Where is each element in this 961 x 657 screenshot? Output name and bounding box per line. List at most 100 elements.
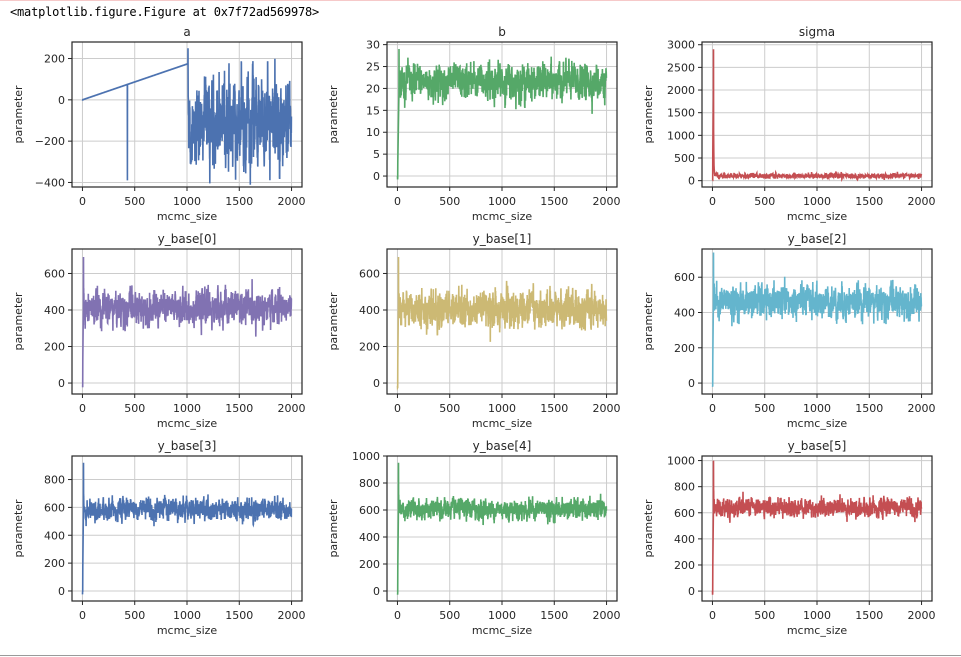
x-tick-label: 500 bbox=[124, 402, 145, 415]
subplot-title: y_base[0] bbox=[158, 232, 217, 246]
y-tick-label: 800 bbox=[359, 477, 380, 490]
y-tick-label: 200 bbox=[674, 342, 695, 355]
axes-frame bbox=[701, 248, 933, 395]
y-tick-label: 20 bbox=[366, 82, 380, 95]
y-tick-label: 10 bbox=[366, 126, 380, 139]
x-tick-label: 2000 bbox=[593, 195, 621, 208]
axes-frame bbox=[386, 248, 618, 395]
y-tick-label: 25 bbox=[366, 61, 380, 74]
axes-frame bbox=[701, 455, 933, 602]
y-tick-label: 1000 bbox=[667, 129, 695, 142]
y-tick-label: 2000 bbox=[667, 84, 695, 97]
x-tick-label: 500 bbox=[124, 609, 145, 622]
y-tick-label: 1000 bbox=[352, 450, 380, 463]
y-tick-label: 1000 bbox=[667, 455, 695, 468]
x-tick-label: 500 bbox=[754, 195, 775, 208]
cell-bottom-border bbox=[0, 655, 961, 656]
y-tick-label: 600 bbox=[359, 504, 380, 517]
y-tick-label: 2500 bbox=[667, 61, 695, 74]
x-tick-label: 1500 bbox=[540, 609, 568, 622]
axes-frame bbox=[71, 455, 303, 602]
y-tick-label: 200 bbox=[44, 341, 65, 354]
x-axis-label: mcmc_size bbox=[157, 210, 218, 223]
y-tick-label: −400 bbox=[35, 176, 65, 189]
axes-frame bbox=[386, 455, 618, 602]
x-tick-label: 500 bbox=[754, 402, 775, 415]
subplot-title: sigma bbox=[799, 25, 835, 39]
y-tick-label: 0 bbox=[688, 585, 695, 598]
x-tick-label: 1500 bbox=[225, 402, 253, 415]
x-tick-label: 0 bbox=[394, 402, 401, 415]
x-tick-label: 0 bbox=[709, 402, 716, 415]
y-axis-label: parameter bbox=[327, 292, 340, 351]
y-axis-label: parameter bbox=[12, 499, 25, 558]
x-tick-label: 1000 bbox=[488, 402, 516, 415]
y-tick-label: 600 bbox=[44, 501, 65, 514]
x-axis-label: mcmc_size bbox=[787, 417, 848, 430]
x-tick-label: 1000 bbox=[803, 195, 831, 208]
x-tick-label: 1500 bbox=[855, 195, 883, 208]
subplot-y_base4: 0 500 1000 1500 2000 0 200 400 600 800 1000 y_base[… bbox=[327, 439, 621, 637]
subplot-title: y_base[4] bbox=[473, 439, 532, 453]
y-tick-label: 5 bbox=[373, 148, 380, 161]
y-tick-label: 1500 bbox=[667, 107, 695, 120]
x-tick-label: 2000 bbox=[593, 609, 621, 622]
y-tick-label: 15 bbox=[366, 104, 380, 117]
subplot-y_base2: 0 500 1000 1500 2000 0 200 400 600 y_base[2] mcmc_… bbox=[642, 232, 936, 430]
x-tick-label: 500 bbox=[754, 609, 775, 622]
y-tick-label: 0 bbox=[58, 377, 65, 390]
y-axis-label: parameter bbox=[327, 85, 340, 144]
x-tick-label: 1500 bbox=[540, 402, 568, 415]
x-axis-label: mcmc_size bbox=[157, 417, 218, 430]
trace-line bbox=[81, 462, 293, 595]
subplot-title: y_base[5] bbox=[788, 439, 847, 453]
subplot-title: y_base[3] bbox=[158, 439, 217, 453]
subplot-title: a bbox=[183, 25, 190, 39]
x-axis-label: mcmc_size bbox=[157, 624, 218, 637]
trace-line bbox=[711, 252, 923, 387]
subplot-y_base3: 0 500 1000 1500 2000 0 200 400 600 800 y_base[3]mc… bbox=[12, 439, 306, 637]
x-tick-label: 500 bbox=[439, 195, 460, 208]
x-axis-label: mcmc_size bbox=[787, 210, 848, 223]
y-tick-label: 200 bbox=[359, 558, 380, 571]
x-tick-label: 1500 bbox=[855, 609, 883, 622]
x-axis-label: mcmc_size bbox=[787, 624, 848, 637]
y-tick-label: 400 bbox=[44, 529, 65, 542]
x-tick-label: 1500 bbox=[540, 195, 568, 208]
x-tick-label: 0 bbox=[79, 609, 86, 622]
y-tick-label: 400 bbox=[359, 531, 380, 544]
subplot-title: y_base[1] bbox=[473, 232, 532, 246]
y-tick-label: 0 bbox=[373, 377, 380, 390]
x-tick-label: 1000 bbox=[488, 609, 516, 622]
x-tick-label: 0 bbox=[709, 609, 716, 622]
x-axis-label: mcmc_size bbox=[472, 624, 533, 637]
x-tick-label: 0 bbox=[79, 195, 86, 208]
y-tick-label: 600 bbox=[674, 507, 695, 520]
axes-frame bbox=[701, 41, 933, 188]
x-tick-label: 500 bbox=[439, 609, 460, 622]
x-axis-label: mcmc_size bbox=[472, 417, 533, 430]
x-tick-label: 1000 bbox=[173, 195, 201, 208]
x-tick-label: 0 bbox=[394, 195, 401, 208]
subplot-b: 0 500 1000 1500 2000 0 5 10 15 20 25 30 b mcmc_size pa… bbox=[327, 25, 621, 223]
x-tick-label: 1500 bbox=[225, 609, 253, 622]
trace-line bbox=[396, 48, 608, 180]
x-tick-label: 2000 bbox=[278, 195, 306, 208]
subplot-y_base5: 0 500 1000 1500 2000 0 200 400 600 800 1000 y_base[… bbox=[642, 439, 936, 637]
y-tick-label: 600 bbox=[44, 267, 65, 280]
y-tick-label: 0 bbox=[373, 170, 380, 183]
y-tick-label: 200 bbox=[674, 559, 695, 572]
subplot-a: 0 500 1000 1500 2000 −400 −200 0 200 a mcmc_size pa… bbox=[12, 25, 306, 223]
x-tick-label: 1000 bbox=[173, 402, 201, 415]
x-tick-label: 1000 bbox=[803, 609, 831, 622]
x-tick-label: 1000 bbox=[488, 195, 516, 208]
axes-frame bbox=[386, 41, 618, 188]
y-axis-label: parameter bbox=[642, 292, 655, 351]
x-tick-label: 2000 bbox=[908, 609, 936, 622]
x-tick-label: 2000 bbox=[593, 402, 621, 415]
y-tick-label: 400 bbox=[359, 304, 380, 317]
axes-frame bbox=[71, 41, 303, 188]
subplot-title: b bbox=[498, 25, 506, 39]
y-axis-label: parameter bbox=[12, 85, 25, 144]
subplot-title: y_base[2] bbox=[788, 232, 847, 246]
